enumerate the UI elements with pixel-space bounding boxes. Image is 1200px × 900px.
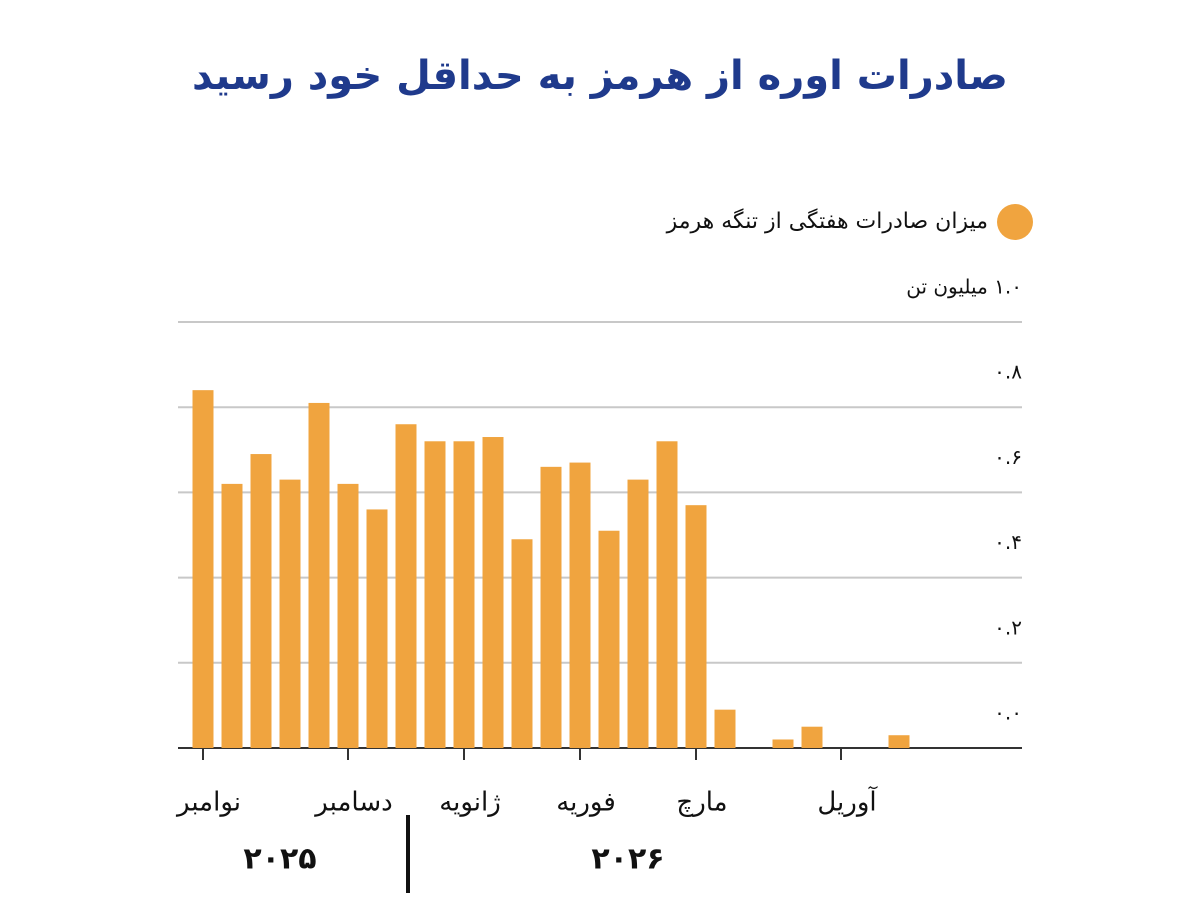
bar	[569, 462, 591, 748]
x-tick-label: فوریه	[556, 788, 616, 818]
x-tick-label: نوامبر	[175, 788, 241, 818]
bar	[308, 402, 330, 748]
bar	[714, 709, 736, 748]
bar	[250, 454, 272, 748]
x-tick-label: دسامبر	[313, 788, 392, 818]
bar	[221, 483, 243, 748]
bar	[424, 441, 446, 748]
bar	[482, 437, 504, 748]
y-tick-label: ۱.۰ میلیون تن	[906, 275, 1022, 299]
y-tick-label: ۰.۸	[994, 360, 1022, 384]
bar	[366, 509, 388, 748]
y-tick-label: ۰.۶	[994, 445, 1022, 469]
x-tick-label: ژانویه	[439, 788, 501, 818]
bar	[395, 424, 417, 748]
bar	[511, 539, 533, 748]
bar	[627, 479, 649, 748]
bar	[685, 505, 707, 748]
legend-swatch	[997, 204, 1033, 240]
bar	[772, 739, 794, 748]
bar	[801, 726, 823, 748]
bar	[279, 479, 301, 748]
y-tick-label: ۰.۴	[994, 530, 1022, 554]
bar	[540, 466, 562, 748]
y-tick-label: ۰.۲	[994, 615, 1022, 639]
bar	[656, 441, 678, 748]
bar	[192, 390, 214, 748]
bar	[598, 530, 620, 748]
chart-title: صادرات اوره از هرمز به حداقل خود رسید	[192, 53, 1008, 99]
bar	[337, 483, 359, 748]
year-label: ۲۰۲۵	[243, 842, 316, 877]
year-label: ۲۰۲۶	[591, 842, 664, 877]
y-tick-label: ۰.۰	[994, 701, 1022, 725]
bar	[888, 735, 910, 748]
legend-label: میزان صادرات هفتگی از تنگه هرمز	[666, 208, 988, 234]
bar	[453, 441, 475, 748]
x-tick-label: آوریل	[817, 786, 878, 818]
x-tick-label: مارچ	[676, 788, 727, 818]
